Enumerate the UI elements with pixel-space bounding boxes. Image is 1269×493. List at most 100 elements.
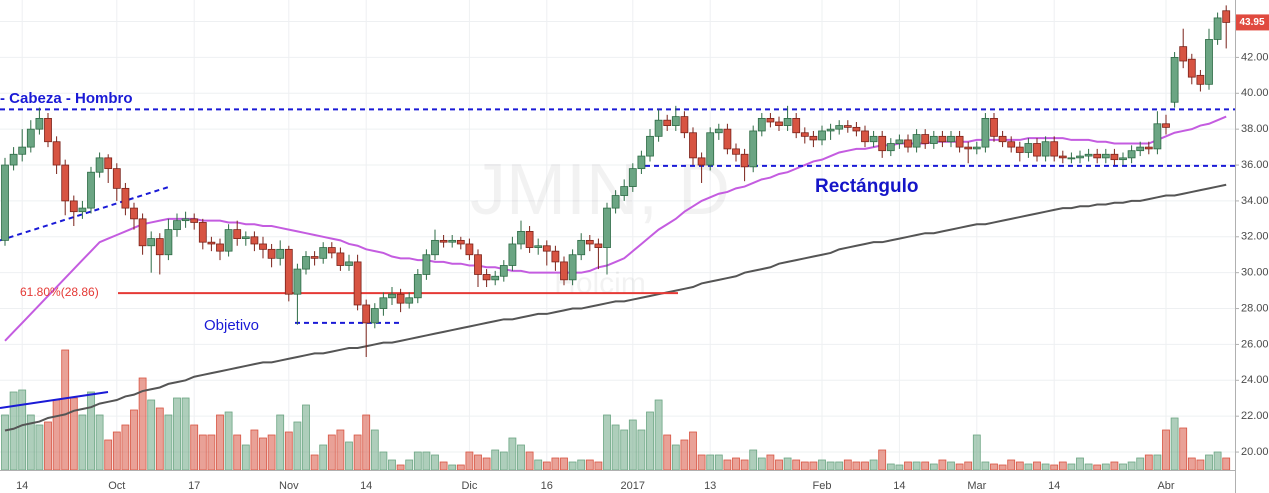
y-tick-label: 34.00 [1241,195,1269,207]
volume-bar [233,434,242,471]
candle-body [413,274,422,299]
candle-body [1101,153,1110,159]
candle-body [869,135,878,143]
y-tick-label: 20.00 [1241,446,1269,458]
watermark: JMIN, D [470,150,730,230]
candle-body [104,157,113,170]
volume-bar [241,444,250,471]
volume-bar [775,459,783,471]
candle-body [757,117,766,132]
candle-body [9,153,18,166]
trendline [0,185,171,242]
head-shoulders-label: - Cabeza - Hombro [0,90,133,107]
candle-body [1179,46,1188,62]
candle-body [1093,153,1102,159]
candle-body [835,125,844,130]
candle-body [1136,146,1145,152]
volume-bar [508,437,517,471]
volume-bar [706,454,715,471]
candle-body [293,268,302,295]
candle-body [1050,141,1059,157]
volume-trendline [0,391,109,409]
candle-body [1196,74,1205,85]
volume-bar [482,457,491,471]
candle-body [912,134,921,148]
volume-bar [912,461,921,471]
candle-body [207,241,216,245]
candle-body [508,243,517,266]
candle-body [938,135,947,143]
volume-bar [620,429,629,471]
candle-body [1153,123,1162,150]
candle-body [1084,153,1093,157]
candle-body [224,229,233,252]
candle-body [190,218,199,223]
volume-bar [671,444,680,471]
candle-body [87,171,95,209]
volume-bar [517,444,525,471]
x-tick-label: 13 [704,480,716,492]
candle-body [955,135,964,148]
volume-bar [276,414,285,471]
volume-bar [792,459,801,471]
y-tick-label: 26.00 [1241,338,1269,350]
volume-bar [680,439,689,471]
candle-body [1041,141,1050,157]
volume-bar [491,449,500,471]
candle-body [431,239,439,256]
volume-bar [809,461,818,471]
volume-bar [568,461,577,471]
candle-body [732,148,740,155]
candle-body [439,239,448,243]
candle-body [181,218,190,222]
candle-body [594,243,603,248]
volume-bar [861,461,869,471]
candle-body [482,274,491,281]
volume-bar [654,399,663,471]
volume-bar [362,414,371,471]
candle-body [388,293,396,299]
volume-bar [1041,463,1050,471]
volume-bar [818,459,826,471]
volume-bar [878,449,887,471]
volume-bar [947,461,955,471]
volume-bar [646,411,654,471]
candle-body [1170,57,1179,103]
volume-bar [766,454,775,471]
volume-bar [284,431,293,471]
volume-bar [921,461,930,471]
volume-bar [689,431,697,471]
volume-bar [267,434,276,471]
candle-body [61,164,70,202]
candle-body [921,134,930,144]
volume-bar [1179,427,1188,471]
candle-body [1144,146,1153,150]
volume-bar [886,463,895,471]
x-tick-label: 14 [1048,480,1060,492]
y-tick-label: 24.00 [1241,374,1269,386]
candle-body [1076,155,1084,159]
volume-bar [1024,463,1033,471]
candle-body [44,117,52,143]
volume-bar [1213,451,1222,471]
candle-body [276,248,285,259]
volume-bar [723,459,732,471]
time-axis-panel [0,470,1235,493]
volume-bar [353,434,362,471]
last-price-label: 43.95 [1239,17,1264,28]
candle-body [121,187,130,209]
candle-body [603,207,611,248]
volume-bar [87,391,95,471]
volume-bar [1110,461,1119,471]
candle-body [818,130,826,141]
candle-body [929,135,938,144]
volume-bar [1153,454,1162,471]
volume-bar [585,459,594,471]
volume-bar [1093,464,1102,471]
rectangle-label: Rectángulo [815,176,918,197]
volume-bar [69,397,78,471]
candle-body [783,117,792,126]
volume-bar [757,457,766,471]
volume-bar [379,451,388,471]
volume-bar [800,461,809,471]
